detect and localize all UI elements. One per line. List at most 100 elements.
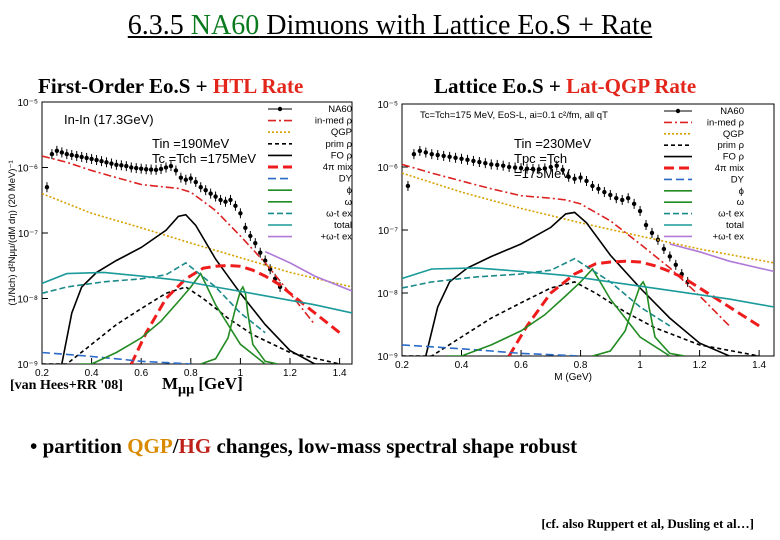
x-tick-label: 1	[637, 360, 643, 371]
right-subtitle: Lattice Eo.S + Lat-QGP Rate	[434, 74, 696, 99]
na60-point	[584, 178, 589, 184]
na60-point	[512, 165, 518, 170]
x-tick-label: 0.8	[184, 368, 198, 379]
y-tick-label: 10⁻⁹	[377, 352, 398, 363]
x-tick-label: 1.4	[333, 368, 347, 379]
na60-point	[536, 167, 542, 172]
legend-entry: ω-t ex	[326, 208, 352, 219]
y-tick-label: 10⁻⁷	[378, 226, 398, 237]
na60-point	[148, 167, 154, 172]
series-total	[402, 267, 774, 308]
y-tick-label: 10⁻⁸	[17, 295, 38, 306]
series-dy	[402, 344, 581, 356]
legend-swatch-point	[675, 108, 681, 114]
bullet-separator: /	[172, 434, 179, 458]
legend-entry: 4π mix	[715, 163, 745, 174]
na60-point	[109, 161, 114, 166]
na60-point	[578, 175, 583, 180]
na60-point	[447, 154, 452, 160]
series--t-ex	[264, 250, 352, 292]
slide-title: 6.3.5 NA60 Dimuons with Lattice Eo.S + R…	[0, 10, 780, 42]
na60-point	[667, 254, 673, 259]
x-tick-label: 1.2	[693, 360, 707, 371]
left-subtitle: First-Order Eo.S + HTL Rate	[38, 74, 303, 99]
series-total	[42, 271, 352, 314]
na60-point	[637, 208, 643, 214]
series-group	[42, 145, 352, 364]
chart-annotation: Tin =230MeV	[514, 136, 592, 151]
legend-entry: FO ρ	[331, 150, 353, 161]
na60-point	[139, 166, 144, 171]
series-qgp	[402, 172, 774, 264]
series-na60	[405, 145, 690, 287]
na60-point	[258, 250, 263, 255]
na60-point	[54, 148, 60, 153]
na60-point	[661, 246, 667, 252]
na60-point	[524, 166, 530, 171]
na60-point	[158, 166, 164, 172]
x-tick-label: 1.4	[752, 360, 766, 371]
legend-entry: +ω-t ex	[321, 232, 353, 243]
series-prim-	[42, 286, 340, 364]
na60-point	[79, 154, 84, 160]
series-4-mix	[129, 263, 341, 364]
na60-point	[614, 195, 619, 201]
na60-point	[405, 183, 411, 189]
na60-point	[94, 157, 99, 163]
right-subtitle-accent: Lat-QGP Rate	[566, 74, 697, 98]
x-tick-label: 0.2	[395, 360, 409, 371]
na60-point	[500, 163, 506, 168]
chart-title: In-In (17.3GeV)	[64, 112, 154, 127]
legend-entry: ϕ	[739, 186, 744, 197]
series--t-ex	[402, 257, 671, 327]
x-tick-label: 0.6	[514, 360, 528, 371]
legend-entry: ω-t ex	[718, 209, 744, 220]
series--t-ex	[42, 261, 266, 334]
x-axis-label: Mμμ [GeV]	[162, 374, 243, 398]
series-4-mix	[507, 259, 760, 356]
na60-point	[596, 186, 601, 192]
y-tick-label: 10⁻⁶	[377, 163, 398, 174]
legend-entry: +ω-t ex	[713, 231, 745, 242]
na60-point	[173, 168, 179, 173]
y-tick-label: 10⁻⁶	[17, 164, 38, 175]
na60-point	[178, 175, 184, 180]
legend-entry: QGP	[331, 127, 352, 138]
series-qgp	[42, 192, 352, 288]
na60-point	[213, 194, 218, 199]
na60-point	[506, 164, 512, 170]
na60-point	[129, 165, 134, 170]
na60-point	[218, 197, 223, 203]
na60-point	[198, 185, 203, 190]
na60-point	[673, 262, 678, 268]
legend-swatch-point	[277, 106, 283, 112]
legend-entry: total	[334, 220, 352, 231]
na60-point	[168, 163, 174, 169]
na60-point	[238, 211, 243, 216]
chart-annotation: Tin =190MeV	[152, 136, 230, 151]
na60-point	[495, 162, 500, 168]
na60-point	[49, 151, 55, 157]
series--	[79, 272, 266, 364]
series-fo-	[61, 213, 340, 364]
left-subtitle-accent: HTL Rate	[212, 74, 304, 98]
legend-entry: ω	[345, 197, 353, 208]
na60-point	[417, 148, 423, 154]
na60-point	[263, 258, 268, 263]
na60-point	[119, 163, 124, 168]
x-axis-label: M (GeV)	[554, 372, 592, 383]
y-tick-label: 10⁻⁸	[377, 289, 398, 300]
na60-point	[441, 153, 446, 159]
series-group	[402, 145, 774, 356]
na60-point	[114, 162, 119, 167]
na60-point	[590, 183, 595, 189]
x-tick-label: 0.4	[455, 360, 469, 371]
na60-point	[411, 151, 417, 157]
y-axis-label: (1/Nch) d²Nμμ/(dM dη) (20 MeV)⁻¹	[7, 160, 18, 305]
na60-point	[253, 240, 258, 246]
x-tick-label: 0.6	[134, 368, 148, 379]
na60-point	[74, 153, 79, 159]
x-tick-label: 1.2	[283, 368, 297, 379]
na60-point	[223, 199, 228, 204]
legend-entry: QGP	[723, 129, 744, 140]
